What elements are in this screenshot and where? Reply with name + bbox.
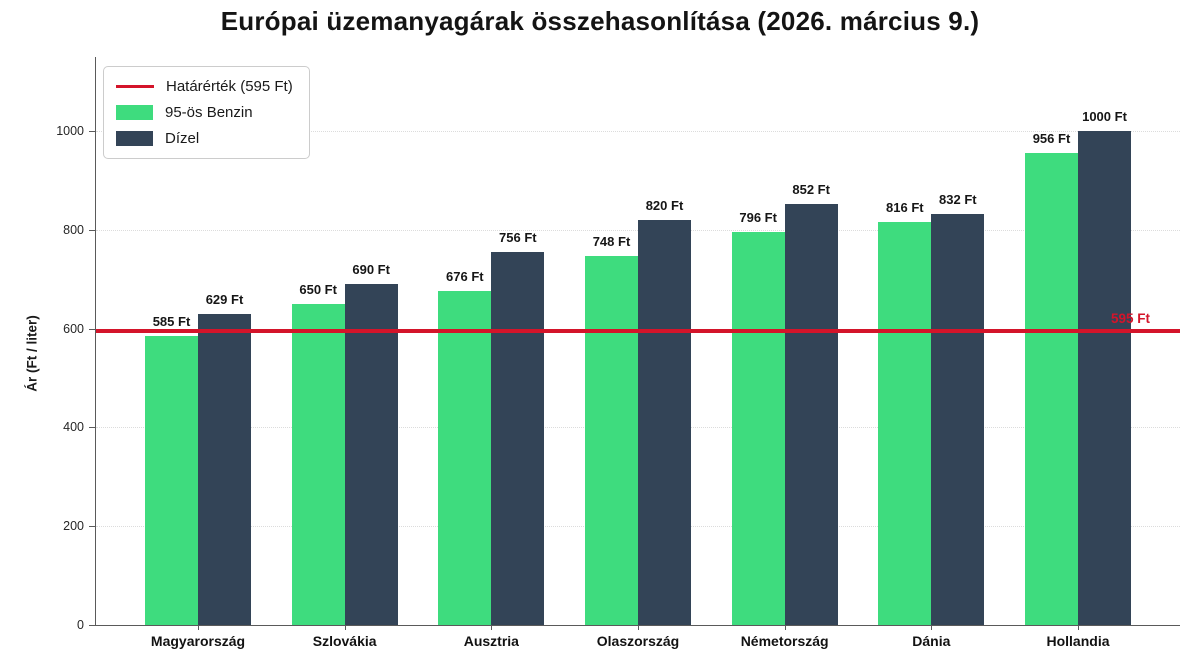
y-tick-mark-200 [89, 526, 95, 528]
bar-benzin-3 [585, 255, 638, 625]
bar-benzin-5 [878, 221, 932, 625]
bar-benzin-4 [731, 231, 785, 625]
bar-dizel-4 [784, 204, 838, 625]
bar-dizel-2 [491, 251, 545, 625]
legend-label-dizel: Dízel [165, 130, 200, 147]
legend-label-benzin: 95-ös Benzin [165, 104, 253, 121]
x-tick-mark-1 [344, 625, 346, 630]
benzin-color-swatch [116, 105, 153, 120]
bar-benzin-6 [1025, 152, 1078, 625]
bar-value-label-benzin-2: 676 Ft [446, 269, 484, 285]
bar-value-label-dizel-6: 1000 Ft [1082, 109, 1127, 125]
y-tick-label-1000: 1000 [56, 124, 84, 139]
y-tick-mark-1000 [89, 131, 95, 133]
threshold-line-swatch [116, 84, 154, 89]
plot-area: 0 200 400 600 800 1000 585 Ft 629 Ft Magyarorszá… [56, 57, 1180, 649]
x-category-label-3: Olaszország [596, 633, 680, 649]
bar-value-label-benzin-6: 956 Ft [1032, 130, 1071, 146]
bar-benzin-0 [145, 336, 198, 625]
y-tick-label-200: 200 [63, 519, 84, 534]
x-category-label-6: Hollandia [1046, 633, 1110, 649]
legend-item-threshold: Határérték (595 Ft) [116, 76, 293, 97]
bar-benzin-1 [291, 303, 345, 625]
bar-value-label-dizel-4: 852 Ft [792, 182, 830, 198]
x-category-label-1: Szlovákia [312, 633, 377, 649]
bar-dizel-6 [1078, 131, 1131, 625]
y-tick-label-400: 400 [63, 420, 84, 435]
y-axis-label: Ár (Ft / liter) [24, 315, 40, 392]
bar-dizel-3 [638, 220, 691, 625]
threshold-annotation: 595 Ft [1110, 311, 1150, 327]
y-tick-label-0: 0 [77, 618, 84, 632]
x-tick-mark-5 [931, 625, 933, 630]
bar-value-label-dizel-1: 690 Ft [352, 262, 390, 278]
bar-value-label-dizel-0: 629 Ft [205, 292, 244, 308]
y-tick-mark-0 [89, 625, 95, 626]
x-category-label-5: Dánia [912, 633, 951, 649]
legend-item-benzin: 95-ös Benzin [116, 102, 293, 123]
y-tick-mark-400 [89, 427, 95, 429]
legend-label-threshold: Határérték (595 Ft) [166, 78, 293, 95]
threshold-line [96, 329, 1180, 333]
x-tick-mark-6 [1078, 625, 1079, 630]
x-category-label-2: Ausztria [463, 633, 519, 649]
bar-value-label-dizel-3: 820 Ft [645, 197, 684, 213]
bar-dizel-1 [344, 284, 398, 625]
bar-value-label-benzin-0: 585 Ft [152, 314, 191, 330]
bar-value-label-dizel-2: 756 Ft [499, 229, 537, 245]
dizel-color-swatch [116, 131, 153, 146]
bar-value-label-benzin-1: 650 Ft [299, 281, 337, 297]
y-tick-label-800: 800 [63, 222, 84, 237]
y-tick-label-600: 600 [63, 321, 84, 336]
bar-value-label-benzin-5: 816 Ft [886, 199, 924, 215]
legend-item-dizel: Dízel [116, 128, 293, 149]
gridline-1000 [96, 131, 1180, 133]
bar-benzin-2 [438, 291, 492, 625]
bar-value-label-benzin-4: 796 Ft [739, 209, 777, 225]
bar-dizel-0 [198, 314, 251, 625]
x-tick-mark-2 [491, 625, 493, 630]
x-tick-mark-0 [198, 625, 199, 630]
y-tick-mark-800 [89, 229, 95, 231]
y-tick-mark-600 [89, 328, 95, 330]
x-tick-mark-4 [784, 625, 786, 630]
legend: Határérték (595 Ft) 95-ös Benzin Dízel [103, 66, 310, 159]
x-category-label-0: Magyarország [150, 633, 246, 649]
bar-value-label-benzin-3: 748 Ft [592, 233, 631, 249]
x-category-label-4: Németország [740, 633, 829, 649]
bar-dizel-5 [931, 214, 985, 625]
bar-value-label-dizel-5: 832 Ft [939, 192, 977, 208]
x-tick-mark-3 [638, 625, 639, 630]
chart-title: Európai üzemanyagárak összehasonlítása (… [220, 6, 980, 36]
